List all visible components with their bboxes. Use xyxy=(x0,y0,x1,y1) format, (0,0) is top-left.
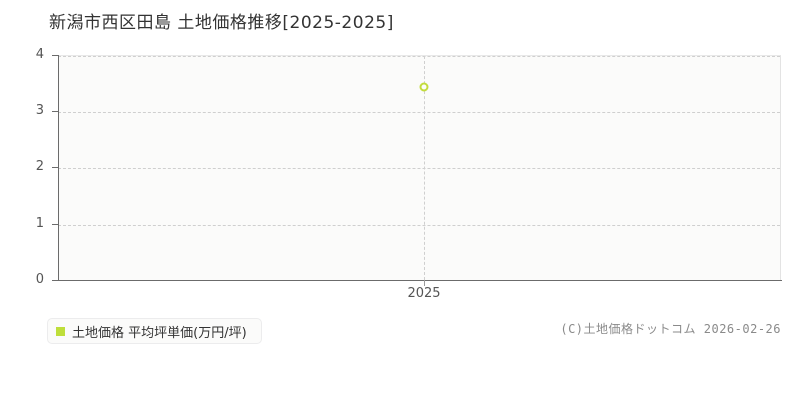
y-tick-mark-3 xyxy=(52,111,59,112)
gridline-y-1 xyxy=(58,225,780,226)
y-tick-label-3: 3 xyxy=(35,103,44,118)
y-axis-line xyxy=(58,55,59,281)
gridline-y-3 xyxy=(58,112,780,113)
legend-item-label: 土地価格 平均坪単価(万円/坪) xyxy=(72,325,247,341)
x-tick-label-2025: 2025 xyxy=(407,286,441,301)
x-axis-line xyxy=(58,280,782,281)
gridline-x-2025 xyxy=(424,56,425,280)
y-tick-label-0: 0 xyxy=(35,272,44,287)
legend-swatch-icon xyxy=(56,326,65,336)
y-tick-label-4: 4 xyxy=(35,47,44,62)
y-tick-mark-0 xyxy=(52,280,59,281)
chart-legend[interactable]: 土地価格 平均坪単価(万円/坪) xyxy=(47,318,262,344)
copyright-text: (C)土地価格ドットコム 2026-02-26 xyxy=(560,322,781,336)
y-tick-mark-1 xyxy=(52,224,59,225)
x-tick-mark-2025 xyxy=(424,280,425,286)
gridline-y-4 xyxy=(58,56,780,57)
page-title: 新潟市西区田島 土地価格推移[2025-2025] xyxy=(49,13,394,33)
plot-area xyxy=(58,55,781,280)
y-tick-mark-2 xyxy=(52,167,59,168)
data-point-2025[interactable] xyxy=(419,82,429,92)
y-tick-label-1: 1 xyxy=(35,216,44,231)
y-tick-label-2: 2 xyxy=(35,159,44,174)
gridline-y-2 xyxy=(58,168,780,169)
y-tick-mark-4 xyxy=(52,55,59,56)
